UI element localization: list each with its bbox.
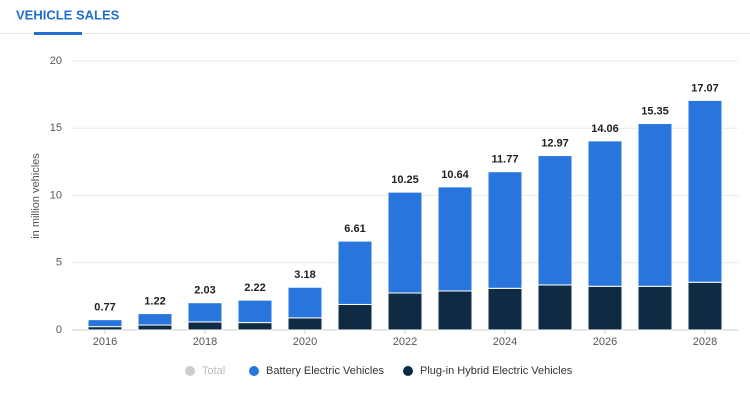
total-label: 14.06 [591,123,619,135]
legend-marker[interactable] [249,366,259,376]
bar-segment [237,299,273,324]
bar-segment [337,303,373,331]
total-label: 2.03 [194,285,215,297]
bar-segment [187,321,223,331]
bar-segment [287,317,323,331]
total-label: 3.18 [294,269,315,281]
bar-segment [87,326,123,331]
x-tick-label: 2028 [693,336,717,348]
bar-segment [137,313,173,326]
bar-segment [487,171,523,289]
tab-title[interactable]: VEHICLE SALES [16,7,120,22]
total-label: 2.22 [244,282,265,294]
tab-underline [34,32,82,35]
bar-segment [637,285,673,331]
x-tick-label: 2026 [593,336,617,348]
x-tick-label: 2020 [293,336,317,348]
bar-segment [487,287,523,331]
total-label: 17.07 [691,82,719,94]
total-label: 10.25 [391,174,419,186]
legend-marker[interactable] [403,366,413,376]
bar-segment [87,319,123,328]
bar-segment [687,281,723,331]
bar-segment [687,99,723,283]
legend-label[interactable]: Total [202,365,225,377]
total-label: 15.35 [641,105,669,117]
total-label: 6.61 [344,223,365,235]
bar-segment [437,290,473,331]
total-label: 10.64 [441,169,469,181]
x-tick-label: 2016 [93,336,117,348]
x-tick-label: 2024 [493,336,517,348]
y-tick-label: 20 [50,55,62,67]
bar-segment [237,322,273,331]
y-tick-label: 5 [56,257,62,269]
legend-label[interactable]: Battery Electric Vehicles [266,365,384,377]
legend-marker[interactable] [185,366,195,376]
bar-segment [387,191,423,294]
y-tick-label: 10 [50,189,62,201]
total-label: 11.77 [492,154,519,166]
bar-segment [637,123,673,287]
legend-label[interactable]: Plug-in Hybrid Electric Vehicles [420,365,573,377]
total-label: 1.22 [144,295,165,307]
total-label: 12.97 [541,137,569,149]
y-tick-label: 0 [56,324,62,336]
y-tick-label: 15 [50,122,62,134]
bar-segment [537,284,573,331]
total-label: 0.77 [94,302,115,314]
x-tick-label: 2018 [193,336,217,348]
bar-segment [387,292,423,331]
bar-segment [337,240,373,305]
y-axis-label: in million vehicles [30,153,42,239]
bar-segment [137,324,173,331]
bar-segment [437,186,473,292]
bar-segment [187,302,223,323]
bar-segment [587,285,623,331]
x-tick-label: 2022 [393,336,417,348]
bar-segment [587,140,623,287]
bar-segment [287,286,323,319]
bar-segment [537,155,573,286]
